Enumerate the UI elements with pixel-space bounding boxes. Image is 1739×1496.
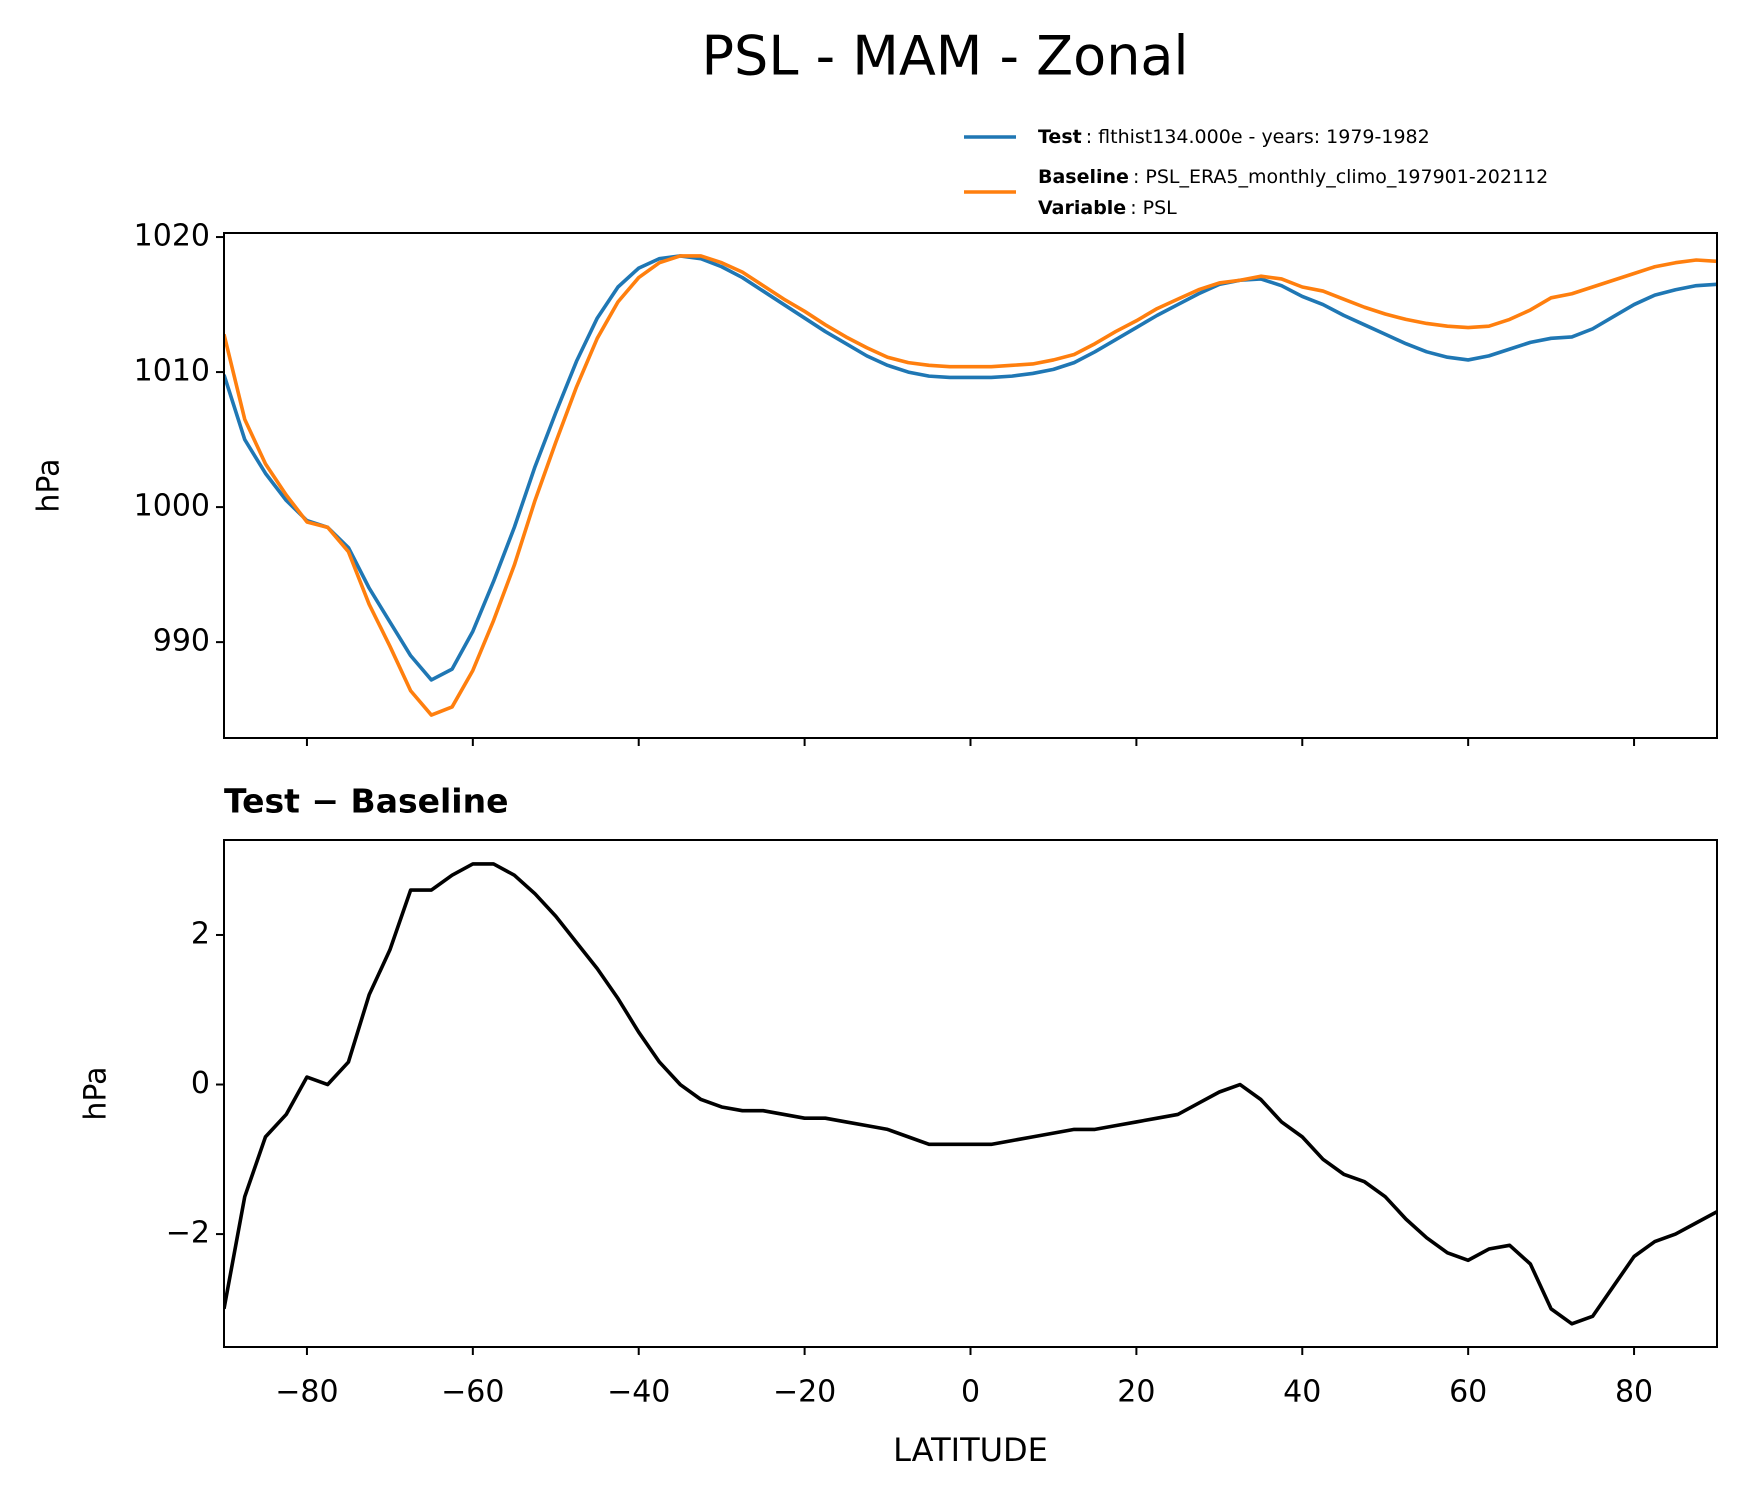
y-tick-label: 1010 bbox=[134, 354, 210, 389]
legend-label: Test: flthist134.000e - years: 1979-1982 bbox=[1038, 126, 1430, 148]
x-tick-label: 40 bbox=[1283, 1375, 1321, 1410]
axes-frame bbox=[223, 839, 1718, 1348]
y-tick-label: 990 bbox=[153, 624, 210, 659]
subplot-title: Test − Baseline bbox=[224, 782, 509, 821]
data-line bbox=[224, 254, 1717, 717]
x-tick-label: 0 bbox=[961, 1375, 980, 1410]
legend-description: : PSL bbox=[1130, 197, 1177, 219]
data-line bbox=[224, 254, 1717, 682]
legend-name: Variable bbox=[1038, 197, 1126, 219]
x-tick-label: −40 bbox=[607, 1375, 670, 1410]
y-axis-label: hPa bbox=[32, 458, 67, 512]
legend-label: Variable: PSL bbox=[1038, 197, 1177, 219]
y-tick-label: 0 bbox=[191, 1066, 210, 1101]
x-tick-label: 60 bbox=[1449, 1375, 1487, 1410]
legend-name: Baseline bbox=[1038, 166, 1129, 188]
data-line bbox=[224, 862, 1717, 1326]
legend-description: : flthist134.000e - years: 1979-1982 bbox=[1086, 126, 1430, 148]
legend-label: Baseline: PSL_ERA5_monthly_climo_197901-… bbox=[1038, 166, 1548, 188]
axes-frame bbox=[223, 232, 1718, 739]
x-tick-label: 80 bbox=[1615, 1375, 1653, 1410]
x-axis-label: LATITUDE bbox=[893, 1431, 1048, 1469]
y-tick-label: 2 bbox=[191, 916, 210, 951]
legend-description: : PSL_ERA5_monthly_climo_197901-202112 bbox=[1133, 166, 1548, 188]
x-tick-label: −20 bbox=[773, 1375, 836, 1410]
y-tick-label: 1000 bbox=[134, 489, 210, 524]
legend-name: Test bbox=[1038, 126, 1082, 148]
x-tick-label: −80 bbox=[275, 1375, 338, 1410]
figure-title: PSL - MAM - Zonal bbox=[701, 25, 1188, 88]
x-tick-label: −60 bbox=[441, 1375, 504, 1410]
y-axis-label: hPa bbox=[79, 1066, 114, 1120]
x-tick-label: 20 bbox=[1117, 1375, 1155, 1410]
y-tick-label: 1020 bbox=[134, 219, 210, 254]
y-tick-label: −2 bbox=[166, 1216, 210, 1251]
